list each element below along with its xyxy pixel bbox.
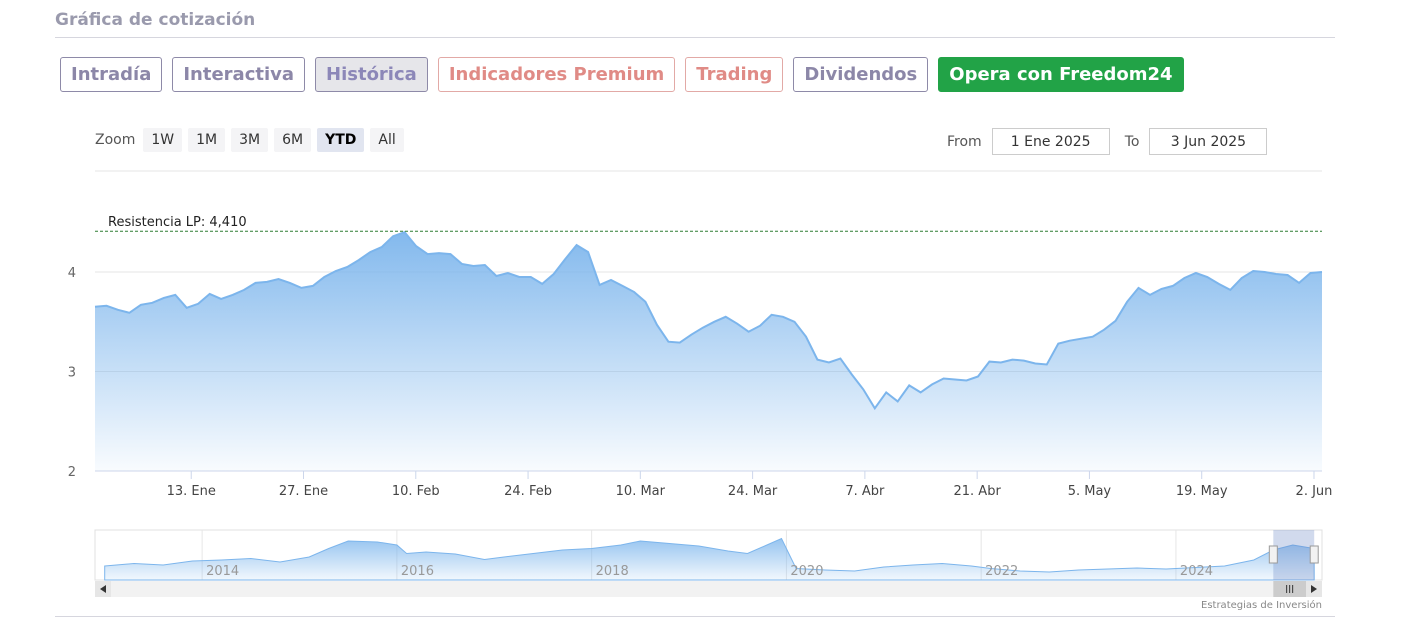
scrollbar-left-arrow-icon xyxy=(100,585,106,593)
from-label: From xyxy=(947,133,982,150)
x-tick-label: 21. Abr xyxy=(954,484,1002,499)
x-tick-label: 2. Jun xyxy=(1296,484,1333,499)
tab-dividendos[interactable]: Dividendos xyxy=(793,57,929,92)
navigator-tick-label: 2018 xyxy=(596,564,629,579)
bottom-divider xyxy=(55,616,1335,617)
price-line xyxy=(94,231,1323,411)
zoom-button-ytd[interactable]: YTD xyxy=(317,128,365,152)
from-date-input[interactable]: 1 Ene 2025 xyxy=(991,128,1110,155)
navigator-tick-label: 2020 xyxy=(790,564,823,579)
tab-indicadores-premium[interactable]: Indicadores Premium xyxy=(437,57,676,92)
scrollbar-right-arrow-icon xyxy=(1311,585,1317,593)
tab-opera-con-freedom24[interactable]: Opera con Freedom24 xyxy=(938,57,1184,92)
to-date-input[interactable]: 3 Jun 2025 xyxy=(1149,128,1268,155)
x-tick-label: 13. Ene xyxy=(167,484,216,499)
chart-tabs: Intradía Interactiva Histórica Indicadores … xyxy=(60,57,1184,92)
navigator-selection[interactable] xyxy=(1273,530,1315,580)
x-tick-label: 5. May xyxy=(1068,484,1112,499)
x-tick-label: 24. Feb xyxy=(504,484,552,499)
navigator-tick-label: 2014 xyxy=(206,564,239,579)
navigator-tick-label: 2016 xyxy=(401,564,434,579)
y-tick-label: 3 xyxy=(68,366,76,381)
title-divider xyxy=(55,37,1335,38)
tab-intradía[interactable]: Intradía xyxy=(60,57,163,92)
to-label: To xyxy=(1124,133,1140,150)
section-title: Gráfica de cotización xyxy=(55,10,256,30)
chart-credit[interactable]: Estrategias de Inversión xyxy=(1201,600,1322,611)
x-tick-label: 19. May xyxy=(1176,484,1228,499)
zoom-label: Zoom xyxy=(95,132,136,148)
zoom-button-all[interactable]: All xyxy=(370,128,404,152)
x-tick-label: 27. Ene xyxy=(279,484,328,499)
x-tick-label: 10. Mar xyxy=(616,484,666,499)
resistance-label: Resistencia LP: 4,410 xyxy=(108,215,247,230)
zoom-button-1w[interactable]: 1W xyxy=(143,128,183,152)
x-tick-label: 7. Abr xyxy=(845,484,885,499)
x-tick-label: 24. Mar xyxy=(728,484,778,499)
zoom-button-3m[interactable]: 3M xyxy=(231,128,269,152)
y-tick-label: 2 xyxy=(68,465,76,480)
scrollbar-grip-icon xyxy=(1286,585,1294,593)
navigator-right-handle[interactable] xyxy=(1309,545,1319,564)
zoom-button-6m[interactable]: 6M xyxy=(274,128,312,152)
navigator-tick-label: 2024 xyxy=(1180,564,1213,579)
zoom-controls: Zoom 1W 1M 3M 6M YTD All xyxy=(95,128,404,152)
tab-interactiva[interactable]: Interactiva xyxy=(172,57,306,92)
zoom-button-1m[interactable]: 1M xyxy=(188,128,226,152)
navigator-left-handle[interactable] xyxy=(1268,545,1278,564)
price-area xyxy=(95,232,1322,471)
scrollbar-track[interactable] xyxy=(95,581,1322,597)
navigator-area xyxy=(104,537,1315,581)
tab-histórica[interactable]: Histórica xyxy=(315,57,428,92)
date-range: From 1 Ene 2025 To 3 Jun 2025 xyxy=(947,128,1268,155)
x-tick-label: 10. Feb xyxy=(392,484,440,499)
tab-trading[interactable]: Trading xyxy=(685,57,784,92)
navigator-tick-label: 2022 xyxy=(985,564,1018,579)
y-tick-label: 4 xyxy=(68,266,76,281)
